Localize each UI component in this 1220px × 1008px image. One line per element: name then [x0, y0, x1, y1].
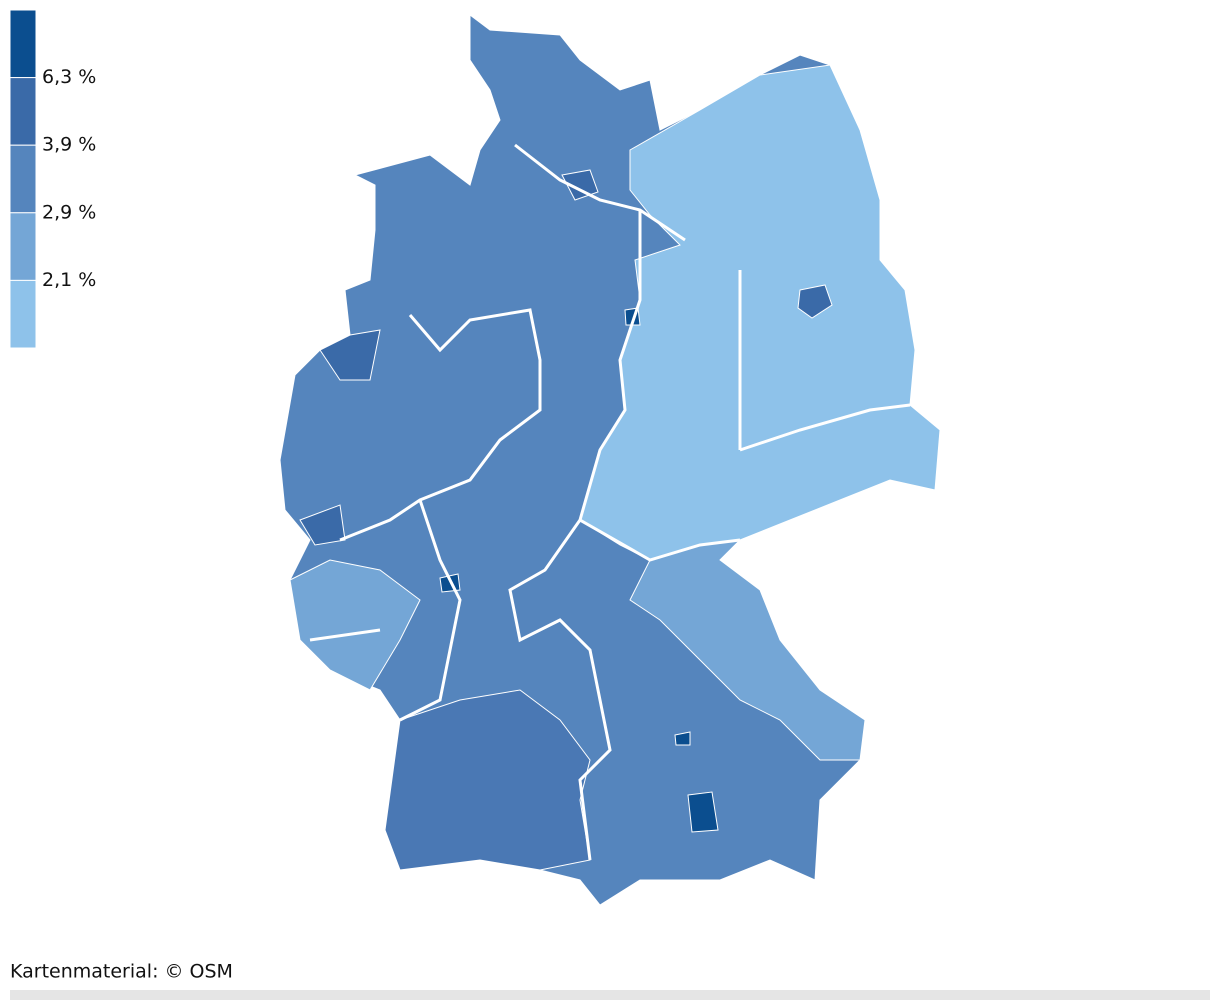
credit: Kartenmaterial: © OSM	[10, 961, 233, 983]
legend-swatch	[9, 9, 37, 79]
state-border	[309, 143, 911, 861]
map-berlin	[797, 284, 833, 319]
map-nrw-west	[319, 329, 381, 381]
legend-label: 2,9 %	[42, 201, 96, 223]
footer-bar	[10, 990, 1210, 1000]
legend-swatch	[9, 144, 37, 214]
legend: 6,3 % 3,9 % 2,9 % 2,1 %	[9, 9, 96, 349]
legend-label: 2,1 %	[42, 269, 96, 291]
map-aachen	[299, 504, 346, 546]
legend-label: 6,3 %	[42, 66, 96, 88]
legend-swatch	[9, 279, 37, 349]
legend-swatch	[9, 77, 37, 146]
legend-label: 3,9 %	[42, 134, 96, 156]
map-hamburg	[561, 169, 599, 201]
legend-swatch	[9, 212, 37, 281]
map	[279, 14, 941, 906]
map-bavaria-east	[629, 539, 866, 761]
map-rhineland	[289, 559, 421, 691]
map-munich	[687, 791, 719, 833]
map-east	[579, 64, 941, 561]
map-ingolstadt	[674, 731, 691, 746]
